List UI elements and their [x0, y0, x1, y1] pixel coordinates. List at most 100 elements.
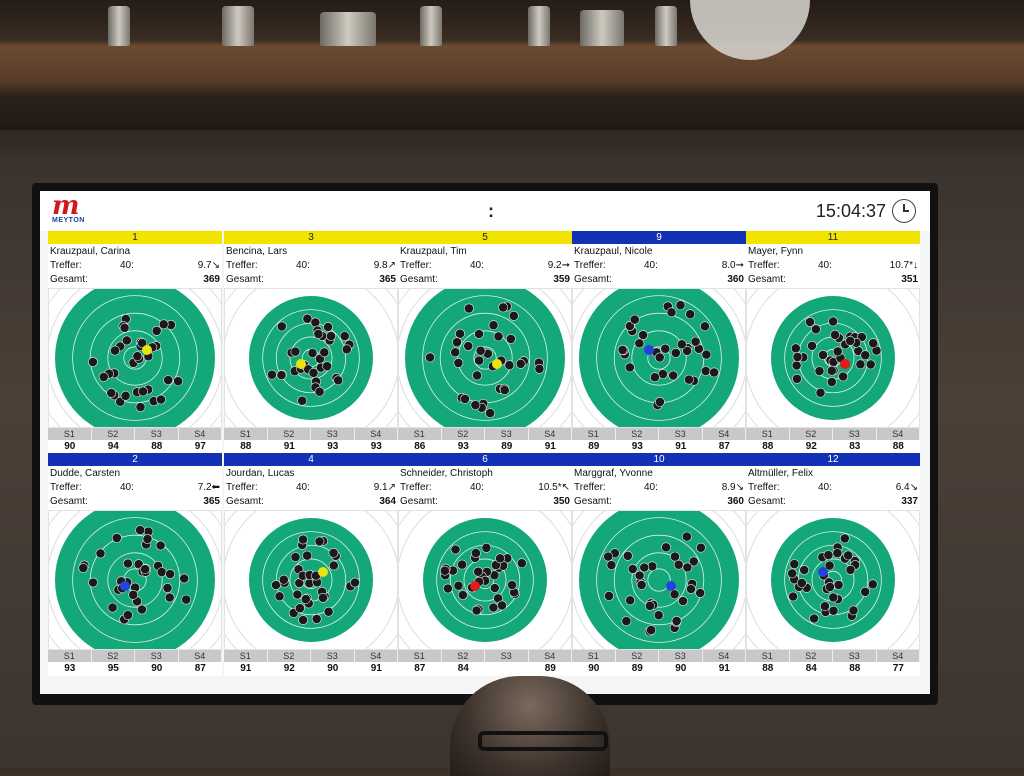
hits-count: 40:	[296, 260, 310, 271]
series-score: 91	[240, 663, 252, 674]
lane-number: 4	[224, 453, 398, 466]
series-label: S3	[311, 650, 355, 662]
shot-mark	[310, 317, 321, 328]
series-header: S1 S2 S3 S4	[746, 428, 920, 440]
shot-mark	[128, 589, 139, 600]
hits-count: 40:	[644, 260, 658, 271]
trophy-icon	[222, 6, 254, 46]
shot-mark	[839, 533, 850, 544]
shot-mark	[824, 560, 835, 571]
series-score: 90	[151, 663, 163, 674]
last-shot-mark	[142, 345, 152, 355]
series-score: 89	[588, 441, 600, 452]
series-score: 87	[414, 663, 426, 674]
shot-mark	[488, 602, 499, 613]
shot-mark	[457, 559, 467, 570]
shot-mark	[271, 580, 281, 590]
lane-number: 2	[48, 453, 222, 466]
shot-mark	[670, 551, 680, 562]
target-view	[48, 510, 222, 650]
shot-mark	[110, 345, 120, 356]
shot-mark	[88, 577, 98, 588]
shot-mark	[818, 350, 828, 360]
series-label: S3	[135, 650, 179, 662]
shot-mark	[470, 400, 481, 410]
last-shot-value: 10.7*↓	[889, 260, 918, 271]
shot-mark	[88, 357, 98, 367]
meyton-logo: m MEYTON	[52, 193, 92, 227]
target-ring	[422, 295, 548, 421]
shot-mark	[276, 370, 287, 380]
shot-mark	[322, 361, 332, 372]
series-score: 84	[457, 663, 469, 674]
lane-number: 10	[572, 453, 746, 466]
shooter-panel: 4 Jourdan, Lucas Treffer: 40: 9.1↗ Gesamt: 364…	[224, 453, 398, 676]
series-score: 88	[762, 441, 774, 452]
shot-mark	[647, 561, 658, 572]
shot-mark	[653, 610, 664, 621]
shooter-info: Jourdan, Lucas Treffer: 40: 9.1↗ Gesamt: 364	[224, 466, 398, 510]
series-score: 90	[327, 663, 339, 674]
target-view	[572, 288, 746, 428]
shot-mark	[709, 367, 719, 378]
shot-mark	[826, 377, 837, 387]
target-ring	[72, 295, 198, 421]
shot-mark	[474, 355, 484, 366]
shot-mark	[634, 570, 645, 581]
shot-mark	[860, 586, 871, 597]
series-score: 97	[194, 441, 206, 452]
shot-mark	[867, 579, 878, 590]
shot-mark	[845, 335, 856, 346]
shot-mark	[789, 559, 800, 569]
shot-mark	[845, 564, 856, 575]
total-label: Gesamt:	[400, 274, 438, 285]
shot-mark	[515, 358, 526, 369]
trophy-icon	[655, 6, 677, 46]
series-label: S4	[179, 650, 222, 662]
shooter-panel: 11 Mayer, Fynn Treffer: 40: 10.7*↓ Gesamt: 351…	[746, 231, 920, 454]
shot-mark	[666, 307, 677, 318]
target-view	[398, 288, 572, 428]
shot-mark	[473, 566, 484, 577]
shot-mark	[855, 359, 866, 370]
series-label: S3	[833, 428, 877, 440]
series-score: 93	[327, 441, 339, 452]
series-label: S3	[135, 428, 179, 440]
target-view	[48, 288, 222, 428]
series-score: 88	[151, 441, 163, 452]
shot-mark	[453, 358, 464, 368]
series-score: 91	[675, 441, 687, 452]
series-header: S1 S2 S3 S4	[572, 428, 746, 440]
series-label: S2	[92, 428, 135, 440]
shot-mark	[78, 563, 89, 573]
series-score: 93	[370, 441, 382, 452]
last-shot-value: 6.4↘	[895, 482, 918, 493]
shot-mark	[639, 562, 650, 573]
shot-mark	[295, 603, 305, 614]
shot-mark	[838, 371, 848, 382]
series-label: S3	[311, 428, 355, 440]
last-shot-mark	[120, 581, 130, 591]
shot-mark	[688, 556, 699, 567]
series-score: 90	[588, 663, 600, 674]
shot-mark	[673, 559, 684, 570]
series-label: S4	[877, 650, 920, 662]
shot-mark	[508, 310, 519, 321]
shot-mark	[119, 322, 130, 333]
shot-mark	[832, 346, 843, 357]
series-header: S1 S2 S3 S4	[572, 650, 746, 662]
last-shot-mark	[318, 567, 328, 577]
shooter-panel: 3 Bencina, Lars Treffer: 40: 9.8↗ Gesamt: 365 S…	[224, 231, 398, 454]
series-score: 95	[107, 663, 119, 674]
series-label: S4	[179, 428, 222, 440]
series-score: 91	[370, 663, 382, 674]
shot-mark	[455, 328, 465, 339]
last-shot-value: 9.8↗	[373, 260, 396, 271]
shot-mark	[498, 302, 508, 313]
shot-mark	[686, 584, 696, 594]
shot-mark	[504, 360, 515, 371]
target-drawing	[747, 289, 919, 427]
shot-mark	[302, 550, 313, 561]
spectator-head	[450, 676, 610, 776]
shot-mark	[809, 613, 819, 624]
